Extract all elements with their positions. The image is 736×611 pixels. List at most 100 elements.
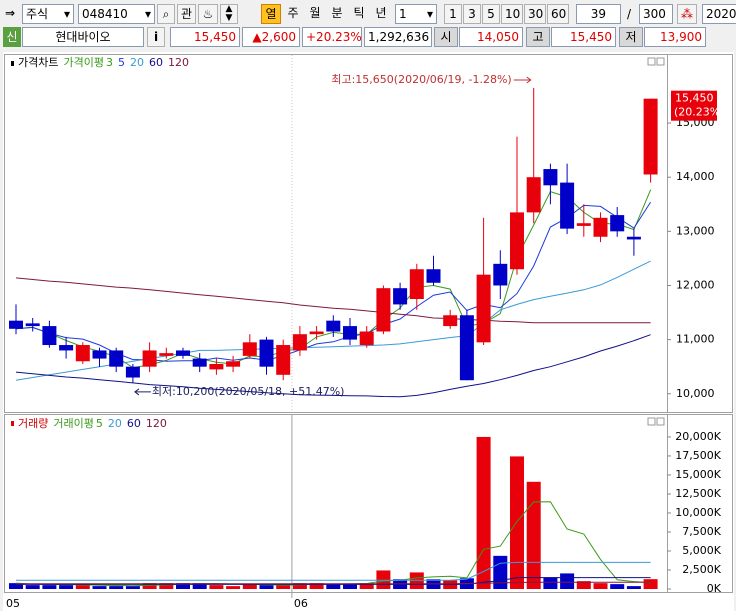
- volume-bar: [493, 555, 508, 589]
- volume-bar: [326, 584, 341, 589]
- candle-body: [393, 288, 408, 305]
- interval-button[interactable]: 30: [524, 4, 546, 24]
- legend-label: 5: [96, 417, 103, 430]
- count-input[interactable]: 39: [576, 4, 621, 24]
- candle-body: [209, 363, 224, 370]
- stock-name[interactable]: 현대바이오: [22, 27, 144, 47]
- y-tick-label: 5,000K: [682, 544, 721, 557]
- volume-bar: [259, 585, 274, 589]
- legend-label: 20: [130, 56, 144, 69]
- badge: 신: [3, 27, 21, 47]
- volume-bar: [242, 584, 257, 589]
- panel-icon[interactable]: [656, 57, 665, 66]
- moving-average: [16, 581, 651, 585]
- candle-body: [259, 339, 274, 367]
- volume-bar: [560, 573, 575, 589]
- panel-icon[interactable]: [656, 417, 665, 426]
- code-input[interactable]: 048410 ▾: [78, 4, 155, 24]
- volume-bar: [343, 584, 357, 589]
- y-tick-label: 10,000K: [675, 506, 721, 519]
- volume-bar: [309, 583, 324, 589]
- candle-body: [459, 315, 474, 381]
- price-panel: [4, 54, 733, 413]
- y-tick-label: 12,000: [676, 278, 715, 291]
- interval-select[interactable]: 1 ▾: [395, 4, 437, 24]
- interval-button[interactable]: 60: [547, 4, 569, 24]
- settings-button[interactable]: ⁂: [677, 4, 697, 24]
- date: 2020/: [706, 7, 736, 21]
- volume-bar: [192, 583, 207, 589]
- candle-body: [610, 215, 625, 232]
- period-button[interactable]: 월: [309, 6, 321, 20]
- market-select[interactable]: 주식 ▾: [22, 4, 74, 24]
- y-tick-label: 7,500K: [682, 525, 721, 538]
- candle-body: [593, 217, 608, 237]
- period-button[interactable]: 년: [375, 6, 387, 20]
- candle-body: [192, 358, 207, 367]
- date-input[interactable]: 2020/: [702, 4, 736, 24]
- search-button[interactable]: ⌕: [157, 4, 175, 24]
- candle-body: [343, 326, 357, 340]
- info-button[interactable]: i: [147, 27, 165, 47]
- moving-average: [16, 561, 651, 581]
- period-button[interactable]: 분: [331, 6, 343, 20]
- candle-body: [493, 263, 508, 286]
- max-annotation: 최고:15,650(2020/06/19, -1.28%): [331, 73, 511, 86]
- last-price-label: 15,450: [675, 92, 714, 105]
- volume-bar: [176, 583, 190, 589]
- total-input[interactable]: 300: [639, 4, 673, 24]
- candle-body: [25, 323, 40, 327]
- volume-bar: [510, 456, 524, 589]
- volume-bar: [9, 583, 23, 589]
- volume-bar: [209, 585, 224, 589]
- volume-bar: [109, 586, 124, 589]
- legend-label: 120: [168, 56, 189, 69]
- interval-button[interactable]: 1: [444, 4, 462, 24]
- candle-body: [376, 288, 391, 332]
- low-label: 저: [619, 27, 643, 47]
- y-tick-label: 17,500K: [675, 449, 721, 462]
- watch-button[interactable]: 관: [177, 4, 196, 24]
- candle-body: [292, 334, 307, 351]
- x-tick-label: 05: [6, 597, 20, 610]
- period-button[interactable]: 틱: [353, 6, 365, 20]
- panel-icon[interactable]: [647, 57, 656, 66]
- candle-body: [75, 345, 90, 362]
- spinner[interactable]: ▲ ▼: [220, 4, 238, 24]
- legend-icon: [11, 61, 14, 66]
- min-annotation: 최저:10,200(2020/05/18, +51.47%): [152, 385, 345, 398]
- interval-button[interactable]: 5: [482, 4, 500, 24]
- volume-bar: [576, 581, 591, 589]
- interval-button[interactable]: 10: [501, 4, 523, 24]
- period-button[interactable]: 주: [287, 6, 299, 20]
- volume-bar: [626, 586, 641, 589]
- y-tick-label: 15,000K: [675, 468, 721, 481]
- menu-icon[interactable]: ⇒: [5, 6, 16, 20]
- legend-label: 가격이평: [63, 56, 103, 69]
- rate: +20.23%: [302, 27, 362, 47]
- candle-body: [576, 223, 591, 226]
- candle-body: [176, 350, 190, 356]
- volume-bar: [92, 586, 107, 589]
- candle-body: [426, 269, 441, 283]
- candle-body: [359, 331, 374, 346]
- period-button[interactable]: 열: [261, 4, 281, 24]
- interval-button[interactable]: 3: [463, 4, 481, 24]
- link-button[interactable]: ♨: [198, 4, 218, 24]
- candle-body: [92, 350, 107, 359]
- candle-body: [109, 350, 124, 367]
- code: 048410: [82, 7, 128, 21]
- volume-bar: [292, 583, 307, 589]
- price: 15,450: [170, 27, 240, 47]
- separator: /: [627, 7, 632, 21]
- volume-bar: [376, 570, 391, 589]
- candle-body: [326, 320, 341, 332]
- legend-label: 60: [127, 417, 141, 430]
- candle-body: [9, 320, 23, 329]
- volume-bar: [159, 583, 174, 589]
- candle-body: [409, 269, 424, 300]
- panel-icon[interactable]: [647, 417, 656, 426]
- candle-body: [276, 345, 291, 375]
- moving-average: [16, 577, 651, 585]
